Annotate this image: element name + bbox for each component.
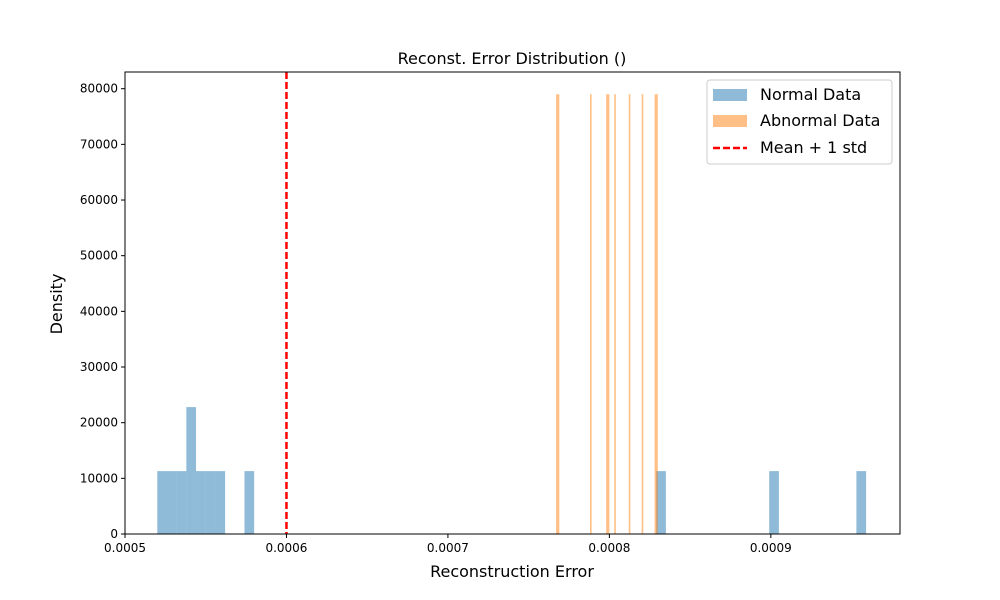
x-tick-label: 0.0007 xyxy=(427,541,469,555)
y-tick-label: 40000 xyxy=(80,304,118,318)
normal-bar-9 xyxy=(769,471,779,534)
x-tick-label: 0.0005 xyxy=(104,541,146,555)
normal-bar-8 xyxy=(656,471,666,534)
normal-bar-5 xyxy=(205,471,216,534)
y-axis-title: Density xyxy=(47,274,66,335)
normal-bar-7 xyxy=(244,471,255,534)
legend-label-normal: Normal Data xyxy=(760,85,861,104)
legend-box xyxy=(706,79,893,165)
y-tick-label: 70000 xyxy=(80,137,118,151)
y-tick-label: 20000 xyxy=(80,416,118,430)
y-axis: 0 10000 20000 30000 40000 50000 60000 70000 8000… xyxy=(80,82,125,541)
y-tick-label: 10000 xyxy=(80,471,118,485)
x-tick-label: 0.0009 xyxy=(750,541,792,555)
abnormal-bar-1 xyxy=(590,94,592,534)
normal-bar-2 xyxy=(176,471,187,534)
normal-bar-0 xyxy=(157,471,167,534)
abnormal-bar-3 xyxy=(614,94,616,534)
abnormal-bar-4 xyxy=(628,94,631,534)
legend-label-threshold: Mean + 1 std xyxy=(760,138,867,157)
abnormal-bar-6 xyxy=(654,94,658,534)
normal-bar-1 xyxy=(166,471,177,534)
abnormal-bar-5 xyxy=(641,94,644,534)
abnormal-bar-0 xyxy=(556,94,560,534)
legend-swatch-abnormal xyxy=(713,115,747,127)
x-tick-label: 0.0008 xyxy=(588,541,630,555)
abnormal-bar-2 xyxy=(606,94,610,534)
y-tick-label: 80000 xyxy=(80,82,118,96)
y-tick-label: 30000 xyxy=(80,360,118,374)
normal-bar-4 xyxy=(196,471,206,534)
x-axis: 0.0005 0.0006 0.0007 0.0008 0.0009 xyxy=(104,534,792,555)
normal-bar-3 xyxy=(186,407,197,534)
normal-bar-10 xyxy=(856,471,867,534)
x-tick-label: 0.0006 xyxy=(265,541,307,555)
x-axis-title: Reconstruction Error xyxy=(430,562,594,581)
normal-bar-6 xyxy=(215,471,226,534)
legend-label-abnormal: Abnormal Data xyxy=(760,111,880,130)
y-tick-label: 60000 xyxy=(80,193,118,207)
y-tick-label: 0 xyxy=(110,527,118,541)
legend-swatch-normal xyxy=(713,89,747,101)
plot-area xyxy=(157,72,867,534)
chart-title: Reconst. Error Distribution () xyxy=(398,49,627,68)
y-tick-label: 50000 xyxy=(80,249,118,263)
legend: Normal Data Abnormal Data Mean + 1 std xyxy=(706,79,893,165)
plot-frame xyxy=(124,71,901,535)
